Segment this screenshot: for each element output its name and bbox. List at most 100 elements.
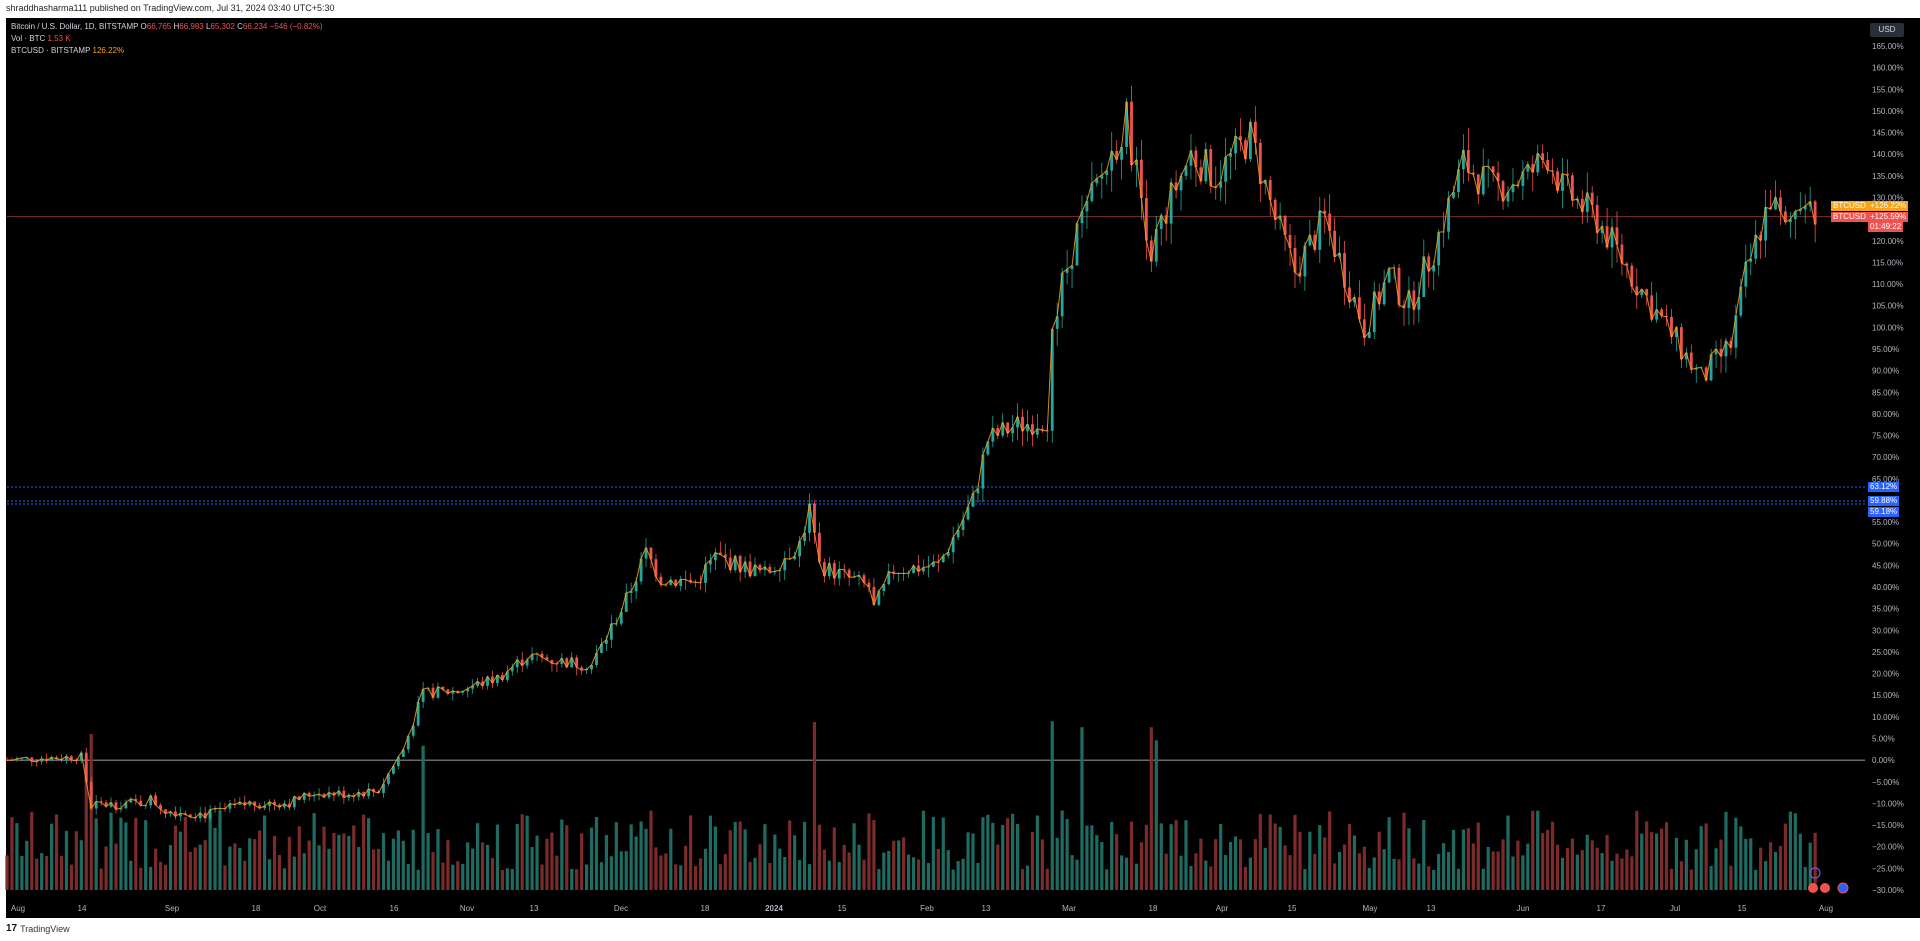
volume-bar [1139, 842, 1144, 890]
volume-bar [1412, 858, 1416, 890]
y-axis-label: 130.00% [1872, 193, 1904, 202]
volume-bar [332, 832, 336, 890]
candle-body [322, 794, 326, 798]
candle-body [436, 686, 440, 698]
candle-body [1580, 198, 1584, 212]
candle-body [813, 503, 816, 533]
volume-bar [1258, 814, 1262, 890]
candle-body [159, 805, 162, 810]
volume-bar [812, 721, 817, 890]
volume-bar [1219, 824, 1223, 890]
candle-body [367, 788, 371, 797]
y-axis-label: 25.00% [1872, 648, 1899, 657]
candle-body [917, 565, 920, 572]
x-axis-label: Mar [1062, 904, 1076, 913]
candle-body [1110, 150, 1114, 171]
volume-bar [1402, 812, 1406, 890]
volume-bar [1001, 824, 1005, 890]
candle-body [1501, 181, 1505, 202]
x-axis-label: 13 [982, 904, 991, 913]
volume-bar [743, 829, 747, 890]
volume-bar [1273, 823, 1277, 890]
volume-bar [1070, 855, 1074, 890]
volume-bar [203, 840, 207, 890]
volume-bar [614, 822, 618, 890]
chart-area[interactable] [6, 18, 1918, 918]
candle-body [45, 758, 49, 761]
publish-bar: shraddhasharma111 published on TradingVi… [0, 0, 1920, 18]
candle-body [808, 503, 811, 533]
volume-bar [1189, 865, 1193, 890]
candle-body [461, 691, 465, 693]
volume-bar [580, 833, 584, 890]
candle-body [1120, 146, 1124, 160]
candle-body [292, 796, 296, 808]
candle-body [798, 540, 802, 557]
x-axis-label: 17 [1597, 904, 1606, 913]
volume-bar [139, 867, 143, 890]
candle-body [347, 795, 351, 798]
volume-bar [1541, 833, 1545, 890]
legend-symbol-label: BTCUSD · BITSTAMP [11, 46, 91, 55]
volume-bar [1199, 838, 1203, 890]
candle-body [1040, 428, 1044, 431]
candle-body [723, 554, 727, 558]
volume-bar [1521, 855, 1525, 890]
candle-body [674, 579, 678, 586]
candle-body [1793, 211, 1797, 220]
volume-bar [758, 844, 762, 890]
volume-bar [689, 815, 693, 890]
volume-bar [1422, 819, 1426, 890]
volume-bar [1377, 831, 1381, 890]
volume-bar [317, 845, 321, 890]
volume-bar [817, 824, 822, 890]
candle-body [1031, 424, 1034, 435]
volume-bar [89, 734, 93, 890]
tradingview-logo[interactable]: 17 TradingView [6, 923, 70, 934]
candle-body [1149, 240, 1153, 262]
volume-bar [1278, 826, 1282, 890]
volume-bar [1120, 855, 1124, 890]
volume-bar [951, 869, 955, 890]
candle-body [1234, 136, 1237, 154]
candle-body [471, 685, 475, 689]
candle-body [753, 564, 757, 577]
candle-body [307, 792, 311, 797]
volume-bar [376, 848, 381, 890]
y-axis-label: 45.00% [1872, 561, 1899, 570]
volume-bar [1427, 866, 1431, 890]
volume-bar [1184, 820, 1188, 890]
volume-bar [297, 826, 301, 890]
candle-body [1724, 340, 1728, 357]
volume-bar [1630, 856, 1634, 890]
candle-body [1620, 244, 1624, 264]
volume-bar [654, 847, 658, 890]
volume-bar [1640, 833, 1644, 890]
volume-bar [1209, 866, 1213, 890]
candle-body [966, 506, 970, 520]
volume-bar [1303, 869, 1307, 890]
candle-body [1194, 150, 1198, 168]
candle-body [1105, 170, 1109, 176]
candle-body [500, 675, 504, 680]
candle-body [15, 758, 19, 761]
candle-body [600, 644, 603, 653]
candle-body [228, 803, 232, 809]
volume-bar [1397, 859, 1401, 890]
candle-body [1521, 171, 1525, 186]
volume-bar [223, 865, 227, 890]
candle-body [1694, 367, 1698, 370]
volume-bar [292, 856, 296, 890]
legend-open-label: O [140, 22, 147, 31]
currency-scale-button[interactable]: USD [1870, 23, 1904, 37]
candle-body [134, 798, 138, 801]
volume-bar [1580, 850, 1584, 890]
volume-bar [887, 850, 891, 890]
candle-body [704, 564, 707, 583]
candle-body [773, 571, 777, 573]
candle-body [327, 792, 331, 798]
candle-body [198, 812, 202, 819]
y-axis-label: 75.00% [1872, 432, 1899, 441]
y-axis-label: 110.00% [1872, 280, 1903, 289]
